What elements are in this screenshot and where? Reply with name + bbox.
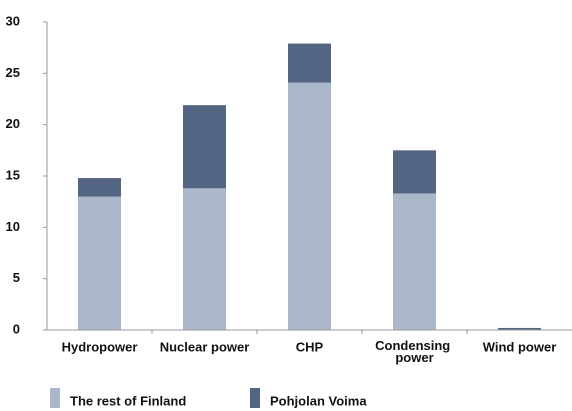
y-tick-label: 5 [13,270,20,285]
x-tick-label: CHP [296,339,324,354]
bar-segment [393,150,436,194]
legend-swatch [50,388,60,408]
legend-label: Pohjolan Voima [270,393,367,408]
y-tick-label: 15 [6,167,20,182]
bar-segment [288,82,331,330]
y-tick-label: 25 [6,65,20,80]
bar-segment [183,105,226,189]
bar-segment [183,188,226,330]
y-tick-label: 10 [6,219,20,234]
bar-segment [393,193,436,330]
y-tick-label: 30 [6,13,20,28]
x-tick-label: Nuclear power [160,339,250,354]
y-tick-label: 0 [13,321,20,336]
legend-swatch [250,388,260,408]
bar-segment [498,327,541,330]
bar-segment [78,178,121,197]
y-tick-label: 20 [6,116,20,131]
legend-label: The rest of Finland [70,393,186,408]
x-tick-label: Wind power [483,339,557,354]
bar-segment [288,43,331,83]
bar-segment [78,196,121,330]
x-tick-label: Hydropower [62,339,138,354]
x-tick-label: Condensing power [375,338,454,365]
